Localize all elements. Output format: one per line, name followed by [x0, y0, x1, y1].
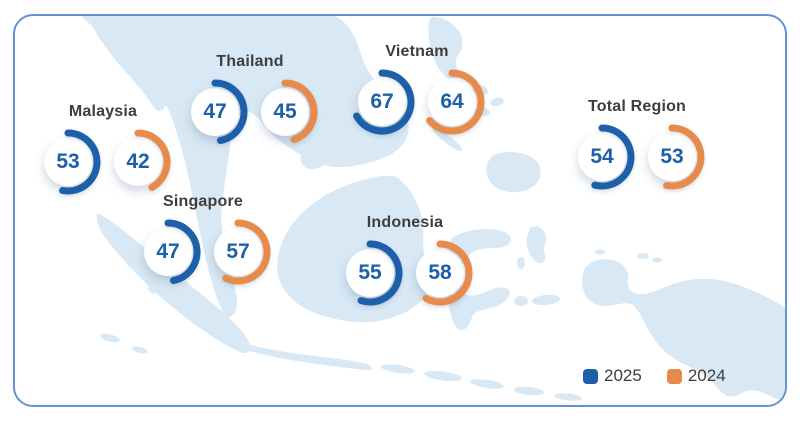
country-label-singapore: Singapore: [162, 193, 244, 210]
legend: 2025 2024: [583, 366, 726, 386]
legend-label-2025: 2025: [604, 366, 642, 385]
gauge-disc: [191, 88, 239, 136]
gauge-value: 47: [203, 100, 227, 123]
map-borneo: [277, 175, 430, 323]
map-islet: [595, 249, 605, 255]
donut-gauge-total-2025: 54: [569, 124, 635, 190]
gauge-value: 58: [428, 261, 452, 284]
map-buru: [514, 296, 528, 306]
donut-gauge-indonesia-2024: 58: [407, 240, 473, 306]
donut-gauge-singapore-2024: 57: [205, 219, 271, 285]
map-islet: [132, 346, 148, 354]
legend-swatch-2024: [666, 368, 682, 384]
gauge-disc: [358, 78, 406, 126]
donut-gauge-thailand-2024: 45: [252, 79, 318, 145]
gauge-disc: [648, 133, 696, 181]
gauge-value: 57: [226, 240, 250, 263]
country-label-thailand: Thailand: [216, 53, 284, 70]
gauge-value: 53: [56, 150, 80, 173]
map-lesser-sunda: [514, 386, 544, 396]
gauge-group-malaysia: Malaysia 53 42: [35, 101, 171, 195]
map-islet: [100, 333, 120, 343]
gauge-disc: [44, 138, 92, 186]
map-lesser-sunda: [554, 393, 582, 401]
map-mainland-indochina: [81, 16, 409, 318]
gauge-value: 47: [156, 240, 180, 263]
gauge-arc: [281, 79, 318, 144]
donut-gauge-singapore-2025: 47: [135, 219, 201, 285]
gauge-disc: [214, 228, 262, 276]
gauge-group-singapore: Singapore 47 57: [135, 191, 271, 285]
map-mindanao: [486, 152, 541, 193]
donut-gauge-total-2024: 53: [639, 124, 705, 190]
gauge-arc: [353, 69, 415, 135]
gauge-arc: [422, 240, 473, 306]
donut-gauge-malaysia-2025: 53: [35, 129, 101, 195]
country-label-malaysia: Malaysia: [68, 103, 138, 120]
gauge-arc: [134, 129, 171, 191]
legend-label-2024: 2024: [687, 366, 726, 385]
map-lesser-sunda: [424, 370, 462, 382]
map-lesser-sunda: [381, 364, 415, 374]
map-islet: [108, 237, 116, 243]
gauge-disc: [428, 78, 476, 126]
legend-item-2025: 2025: [583, 366, 642, 386]
gauge-value: 45: [273, 100, 297, 123]
map-seram: [532, 294, 560, 306]
gauge-disc: [144, 228, 192, 276]
gauge-arc: [591, 124, 635, 190]
country-label-total-region: Total Region: [587, 98, 687, 115]
map-islet: [637, 253, 649, 259]
gauge-arc: [663, 124, 705, 190]
legend-swatch-2025: [583, 368, 598, 384]
gauge-disc: [416, 249, 464, 297]
gauge-disc: [346, 249, 394, 297]
donut-gauge-vietnam-2025: 67: [349, 69, 415, 135]
gauge-value: 53: [660, 145, 684, 168]
map-islet: [129, 263, 137, 271]
map-islet: [652, 257, 662, 263]
donut-gauge-vietnam-2024: 64: [419, 69, 485, 135]
gauge-arc: [222, 219, 271, 285]
gauge-disc: [114, 138, 162, 186]
map-palawan: [431, 126, 463, 152]
gauge-value: 64: [440, 90, 464, 113]
gauge-group-vietnam: Vietnam 67 64: [349, 41, 485, 135]
gauge-value: 54: [590, 145, 614, 168]
map-java: [221, 337, 372, 371]
gauge-value: 67: [370, 90, 394, 113]
map-visayas: [490, 97, 504, 107]
gauge-group-total-region: Total Region 54 53: [569, 96, 705, 190]
gauge-arc: [59, 129, 101, 195]
map-islet: [148, 286, 156, 294]
gauge-arc: [164, 219, 201, 284]
legend-item-2024: 2024: [666, 366, 726, 386]
donut-gauge-thailand-2025: 47: [182, 79, 248, 145]
country-label-indonesia: Indonesia: [366, 214, 444, 231]
donut-gauge-malaysia-2024: 42: [105, 129, 171, 195]
map-lesser-sunda: [470, 379, 504, 389]
gauge-value: 42: [126, 150, 150, 173]
gauge-disc: [578, 133, 626, 181]
map-halmahera: [526, 226, 547, 264]
gauge-value: 55: [358, 261, 382, 284]
map-luzon: [428, 16, 463, 80]
gauge-arc: [426, 69, 485, 135]
gauge-group-thailand: Thailand 47 45: [182, 51, 318, 145]
map-islet: [517, 257, 525, 269]
gauge-arc: [211, 79, 248, 144]
gauge-group-indonesia: Indonesia 55 58: [337, 212, 473, 306]
donut-gauge-indonesia-2025: 55: [337, 240, 403, 306]
gauge-arc: [357, 240, 403, 306]
map-papua: [582, 259, 785, 402]
country-label-vietnam: Vietnam: [385, 43, 449, 60]
gauge-disc: [261, 88, 309, 136]
